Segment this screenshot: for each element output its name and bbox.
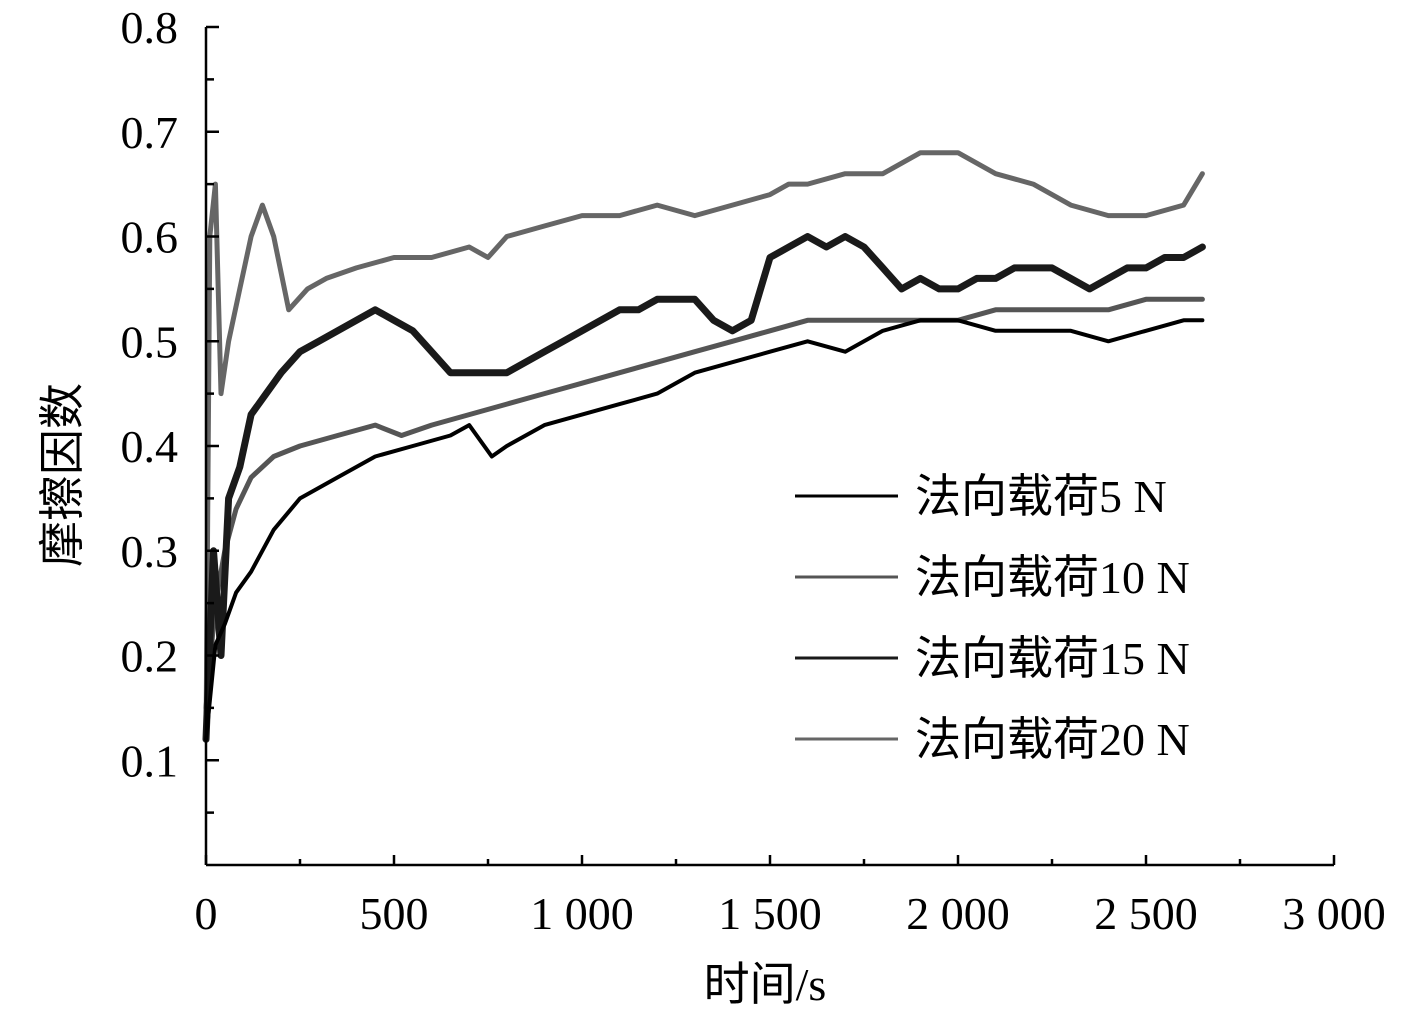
y-tick-label: 0.3 [121,526,179,577]
x-tick-label: 1 000 [530,888,634,939]
series-line-4 [203,150,1205,742]
x-axis-title: 时间/s [704,959,827,1010]
legend-label: 法向载荷20 N [915,714,1190,765]
x-tick-label: 1 500 [718,888,822,939]
legend: 法向载荷5 N 法向载荷10 N 法向载荷15 N 法向载荷20 N [795,471,1190,765]
legend-label: 法向载荷5 N [915,471,1167,522]
series-group [202,150,1206,743]
y-tick-label: 0.4 [121,421,179,472]
y-tick-label: 0.7 [121,107,179,158]
y-tick-label: 0.2 [121,631,179,682]
x-tick-label: 2 000 [906,888,1010,939]
legend-label: 法向载荷10 N [915,552,1190,603]
y-tick-label: 0.5 [121,316,179,367]
x-tick-label: 3 000 [1282,888,1386,939]
x-tick-label: 500 [360,888,429,939]
legend-label: 法向载荷15 N [915,633,1190,684]
y-tick-label: 0.8 [121,2,179,53]
series-line-2 [203,296,1205,711]
y-tick-label: 0.6 [121,212,179,263]
ticks-group: 0 500 1 000 1 500 2 000 2 500 3 000 0.1 0.2 0.3 0.… [121,2,1386,939]
y-axis-title: 摩擦因数 [37,383,88,567]
x-tick-label: 0 [195,888,218,939]
x-tick-label: 2 500 [1094,888,1198,939]
series-line-1 [204,318,1205,742]
series-line-3 [202,233,1206,743]
y-tick-label: 0.1 [121,735,179,786]
